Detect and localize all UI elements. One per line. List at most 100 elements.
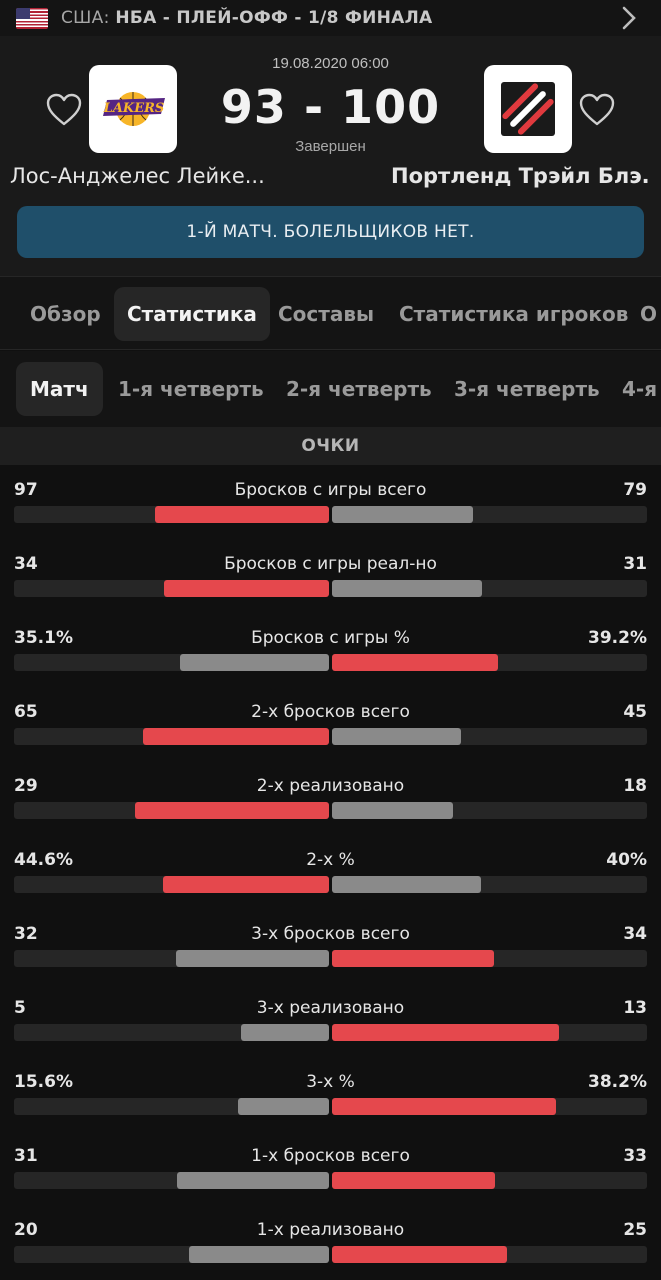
stat-home-value: 31 xyxy=(14,1146,38,1166)
svg-text:LAKERS: LAKERS xyxy=(103,101,165,116)
stat-away-bar xyxy=(332,506,473,523)
stat-home-bar xyxy=(180,654,329,671)
stat-row: 15.6% 3-х % 38.2% xyxy=(0,1057,661,1131)
stat-away-bar-track xyxy=(332,580,647,597)
favorite-away-heart-icon[interactable] xyxy=(579,93,615,127)
stat-away-bar xyxy=(332,1246,507,1263)
home-team-logo[interactable]: LAKERS xyxy=(89,65,177,153)
favorite-home-heart-icon[interactable] xyxy=(46,93,82,127)
stat-row: 5 3-х реализовано 13 xyxy=(0,983,661,1057)
stat-away-bar xyxy=(332,1098,556,1115)
stat-row: 20 1-х реализовано 25 xyxy=(0,1205,661,1279)
match-datetime: 19.08.2020 06:00 xyxy=(272,55,389,72)
usa-flag-icon xyxy=(16,7,48,29)
stat-away-bar xyxy=(332,1172,495,1189)
stat-home-bar xyxy=(176,950,329,967)
stat-away-value: 18 xyxy=(623,776,647,796)
stat-row: 97 Бросков с игры всего 79 xyxy=(0,465,661,539)
stat-row: 35.1% Бросков с игры % 39.2% xyxy=(0,613,661,687)
stat-label: Бросков с игры всего xyxy=(234,480,427,500)
stat-away-bar-track xyxy=(332,1246,647,1263)
stat-away-bar xyxy=(332,950,494,967)
stat-label: 2-х бросков всего xyxy=(251,702,410,722)
stat-away-value: 45 xyxy=(623,702,647,722)
away-team-name[interactable]: Портленд Трэйл Блэ... xyxy=(391,164,651,188)
stat-away-value: 34 xyxy=(623,924,647,944)
tab-statistics[interactable]: Статистика xyxy=(114,287,270,341)
stat-home-bar xyxy=(189,1246,329,1263)
competition-bar[interactable]: США: НБА - ПЛЕЙ-ОФФ - 1/8 ФИНАЛА xyxy=(0,0,661,36)
stat-home-bar-track xyxy=(14,728,329,745)
stat-away-bar-track xyxy=(332,802,647,819)
stat-home-bar-track xyxy=(14,1024,329,1041)
breadcrumb-country: США: xyxy=(61,8,110,28)
stat-label: Бросков с игры реал-но xyxy=(224,554,437,574)
stat-home-value: 15.6% xyxy=(14,1072,73,1092)
home-team-name[interactable]: Лос-Анджелес Лейке... xyxy=(10,164,265,188)
tab-lineups[interactable]: Составы xyxy=(278,302,375,326)
subtab-q4[interactable]: 4-я xyxy=(622,377,658,401)
stat-label: 1-х реализовано xyxy=(256,1220,405,1240)
stat-label: 2-х реализовано xyxy=(256,776,405,796)
stat-label: 3-х % xyxy=(306,1072,355,1092)
stat-home-value: 34 xyxy=(14,554,38,574)
stat-row: 44.6% 2-х % 40% xyxy=(0,835,661,909)
stat-label: 2-х % xyxy=(306,850,355,870)
stat-home-bar xyxy=(135,802,329,819)
stat-away-value: 13 xyxy=(623,998,647,1018)
stat-home-bar xyxy=(164,580,329,597)
match-score: 93 - 100 xyxy=(220,80,441,134)
match-header: LAKERS 19.08.2020 06:00 93 - 100 Заверше… xyxy=(0,36,661,276)
tab-overview[interactable]: Обзор xyxy=(30,302,101,326)
stat-home-bar xyxy=(163,876,329,893)
stat-home-value: 35.1% xyxy=(14,628,73,648)
stat-home-bar-track xyxy=(14,654,329,671)
subtab-match[interactable]: Матч xyxy=(16,362,103,416)
chevron-right-icon[interactable] xyxy=(619,5,639,31)
stat-home-bar xyxy=(155,506,329,523)
breadcrumb-competition: НБА - ПЛЕЙ-ОФФ - 1/8 ФИНАЛА xyxy=(115,8,433,28)
match-status: Завершен xyxy=(295,138,366,155)
tab-more[interactable]: О xyxy=(640,302,658,326)
stat-row: 32 3-х бросков всего 34 xyxy=(0,909,661,983)
subtab-q1[interactable]: 1-я четверть xyxy=(118,377,264,401)
stat-away-bar-track xyxy=(332,1172,647,1189)
stat-home-value: 32 xyxy=(14,924,38,944)
stat-away-bar xyxy=(332,1024,559,1041)
stat-home-bar xyxy=(241,1024,329,1041)
stat-home-value: 65 xyxy=(14,702,38,722)
period-tabs: Матч 1-я четверть 2-я четверть 3-я четве… xyxy=(0,351,661,427)
tab-player-stats[interactable]: Статистика игроков xyxy=(399,302,629,326)
trail-blazers-logo-icon xyxy=(501,82,555,136)
stat-home-bar-track xyxy=(14,1098,329,1115)
stat-label: 3-х бросков всего xyxy=(251,924,410,944)
stat-away-value: 79 xyxy=(623,480,647,500)
stat-row: 65 2-х бросков всего 45 xyxy=(0,687,661,761)
stat-home-bar xyxy=(177,1172,329,1189)
stat-away-bar xyxy=(332,654,498,671)
stat-away-value: 25 xyxy=(623,1220,647,1240)
stat-label: 1-х бросков всего xyxy=(251,1146,410,1166)
stat-home-bar xyxy=(238,1098,329,1115)
stat-away-bar xyxy=(332,876,481,893)
stat-home-value: 97 xyxy=(14,480,38,500)
section-title: ОЧКИ xyxy=(0,427,661,465)
stat-row: 34 Бросков с игры реал-но 31 xyxy=(0,539,661,613)
stat-home-value: 20 xyxy=(14,1220,38,1240)
stat-away-value: 38.2% xyxy=(588,1072,647,1092)
stat-home-value: 29 xyxy=(14,776,38,796)
stat-home-bar-track xyxy=(14,1172,329,1189)
stat-away-bar-track xyxy=(332,506,647,523)
main-tabs: Обзор Статистика Составы Статистика игро… xyxy=(0,276,661,350)
away-team-logo[interactable] xyxy=(484,65,572,153)
stat-away-bar xyxy=(332,580,482,597)
stat-home-bar-track xyxy=(14,1246,329,1263)
stat-home-bar-track xyxy=(14,876,329,893)
stat-away-bar-track xyxy=(332,728,647,745)
stat-home-bar-track xyxy=(14,580,329,597)
stat-away-bar-track xyxy=(332,654,647,671)
subtab-q3[interactable]: 3-я четверть xyxy=(454,377,600,401)
subtab-q2[interactable]: 2-я четверть xyxy=(286,377,432,401)
stat-home-value: 44.6% xyxy=(14,850,73,870)
stat-away-bar xyxy=(332,728,461,745)
